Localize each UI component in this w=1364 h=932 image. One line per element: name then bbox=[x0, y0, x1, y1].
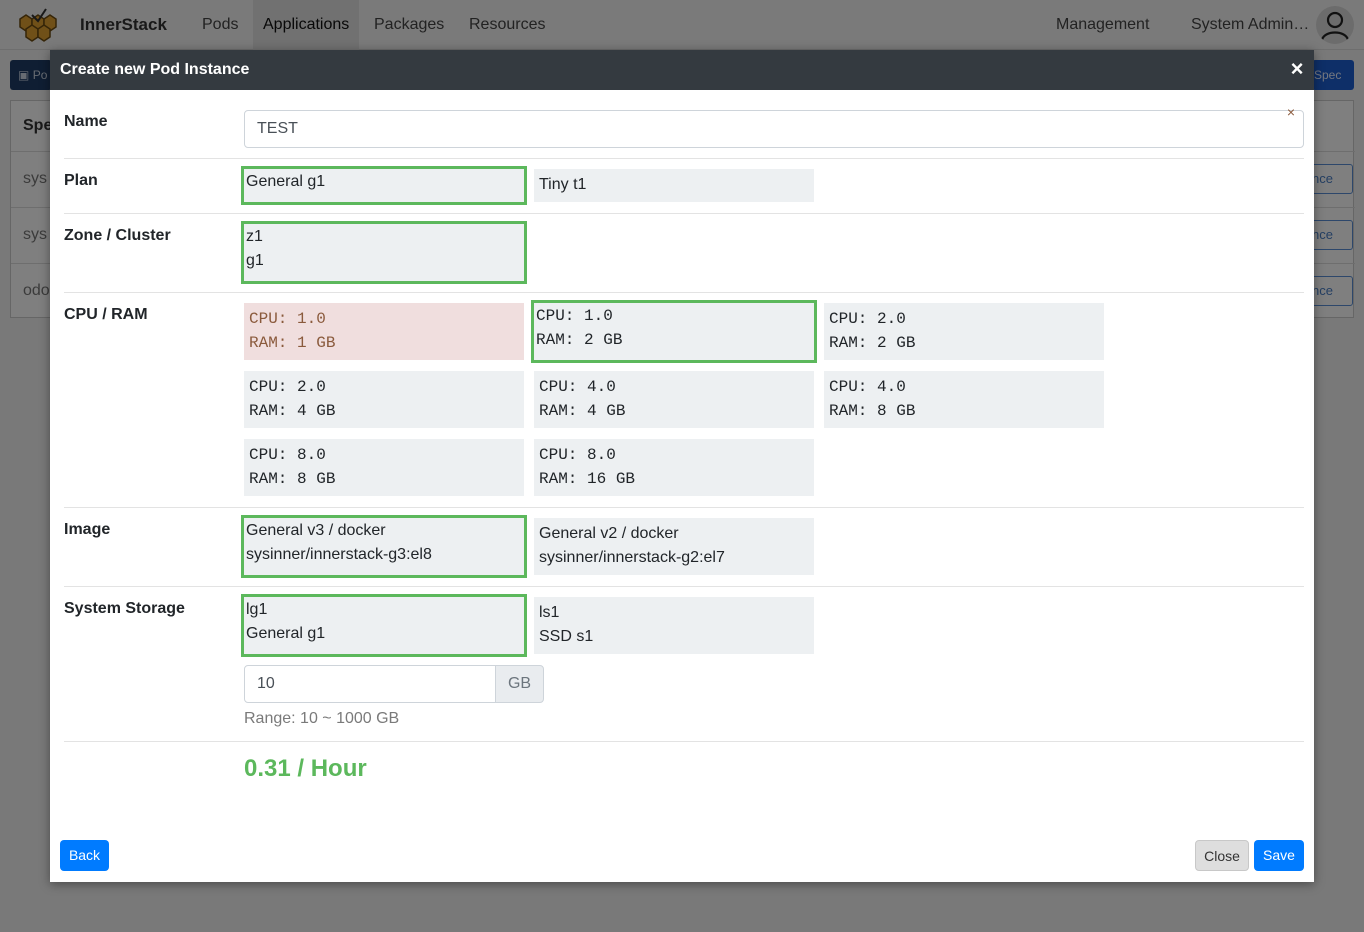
divider bbox=[64, 741, 1304, 742]
cpu-ram-option-2-4[interactable]: CPU: 2.0 RAM: 4 GB bbox=[244, 371, 524, 428]
save-button[interactable]: Save bbox=[1254, 840, 1304, 871]
modal-title: Create new Pod Instance bbox=[60, 61, 250, 78]
image-option-general-v2[interactable]: General v2 / docker sysinner/innerstack-… bbox=[534, 518, 814, 575]
plan-option-general-g1[interactable]: General g1 bbox=[241, 166, 527, 205]
back-button[interactable]: Back bbox=[60, 840, 109, 871]
image-label: Image bbox=[64, 521, 111, 538]
price-per-hour: 0.31 / Hour bbox=[244, 755, 367, 782]
cpu-ram-option-4-8[interactable]: CPU: 4.0 RAM: 8 GB bbox=[824, 371, 1104, 428]
divider bbox=[64, 213, 1304, 214]
zone-cluster-label: Zone / Cluster bbox=[64, 227, 171, 244]
cpu-ram-option-8-8[interactable]: CPU: 8.0 RAM: 8 GB bbox=[244, 439, 524, 496]
divider bbox=[64, 507, 1304, 508]
storage-size-input[interactable]: 10 bbox=[244, 665, 496, 703]
cpu-ram-option-4-4[interactable]: CPU: 4.0 RAM: 4 GB bbox=[534, 371, 814, 428]
zone-option-z1-g1[interactable]: z1 g1 bbox=[241, 221, 527, 284]
divider bbox=[64, 158, 1304, 159]
system-storage-label: System Storage bbox=[64, 600, 185, 617]
cpu-ram-option-1-2[interactable]: CPU: 1.0 RAM: 2 GB bbox=[531, 300, 817, 363]
cpu-ram-option-8-16[interactable]: CPU: 8.0 RAM: 16 GB bbox=[534, 439, 814, 496]
clear-input-icon[interactable]: × bbox=[1286, 104, 1296, 120]
cpu-ram-label: CPU / RAM bbox=[64, 306, 148, 323]
divider bbox=[64, 292, 1304, 293]
create-pod-modal: Create new Pod Instance × Name TEST × Pl… bbox=[50, 50, 1314, 882]
close-button[interactable]: Close bbox=[1195, 840, 1249, 871]
name-input[interactable]: TEST bbox=[244, 110, 1304, 148]
storage-option-ls1[interactable]: ls1 SSD s1 bbox=[534, 597, 814, 654]
modal-header: Create new Pod Instance × bbox=[50, 50, 1314, 90]
storage-option-lg1[interactable]: lg1 General g1 bbox=[241, 594, 527, 657]
cpu-ram-option-2-2[interactable]: CPU: 2.0 RAM: 2 GB bbox=[824, 303, 1104, 360]
storage-size-unit: GB bbox=[495, 665, 544, 703]
name-label: Name bbox=[64, 113, 108, 130]
plan-label: Plan bbox=[64, 172, 98, 189]
cpu-ram-option-1-1[interactable]: CPU: 1.0 RAM: 1 GB bbox=[244, 303, 524, 360]
image-option-general-v3[interactable]: General v3 / docker sysinner/innerstack-… bbox=[241, 515, 527, 578]
divider bbox=[64, 586, 1304, 587]
storage-range-hint: Range: 10 ~ 1000 GB bbox=[244, 710, 400, 727]
close-icon[interactable]: × bbox=[1290, 56, 1304, 81]
plan-option-tiny-t1[interactable]: Tiny t1 bbox=[534, 169, 814, 202]
